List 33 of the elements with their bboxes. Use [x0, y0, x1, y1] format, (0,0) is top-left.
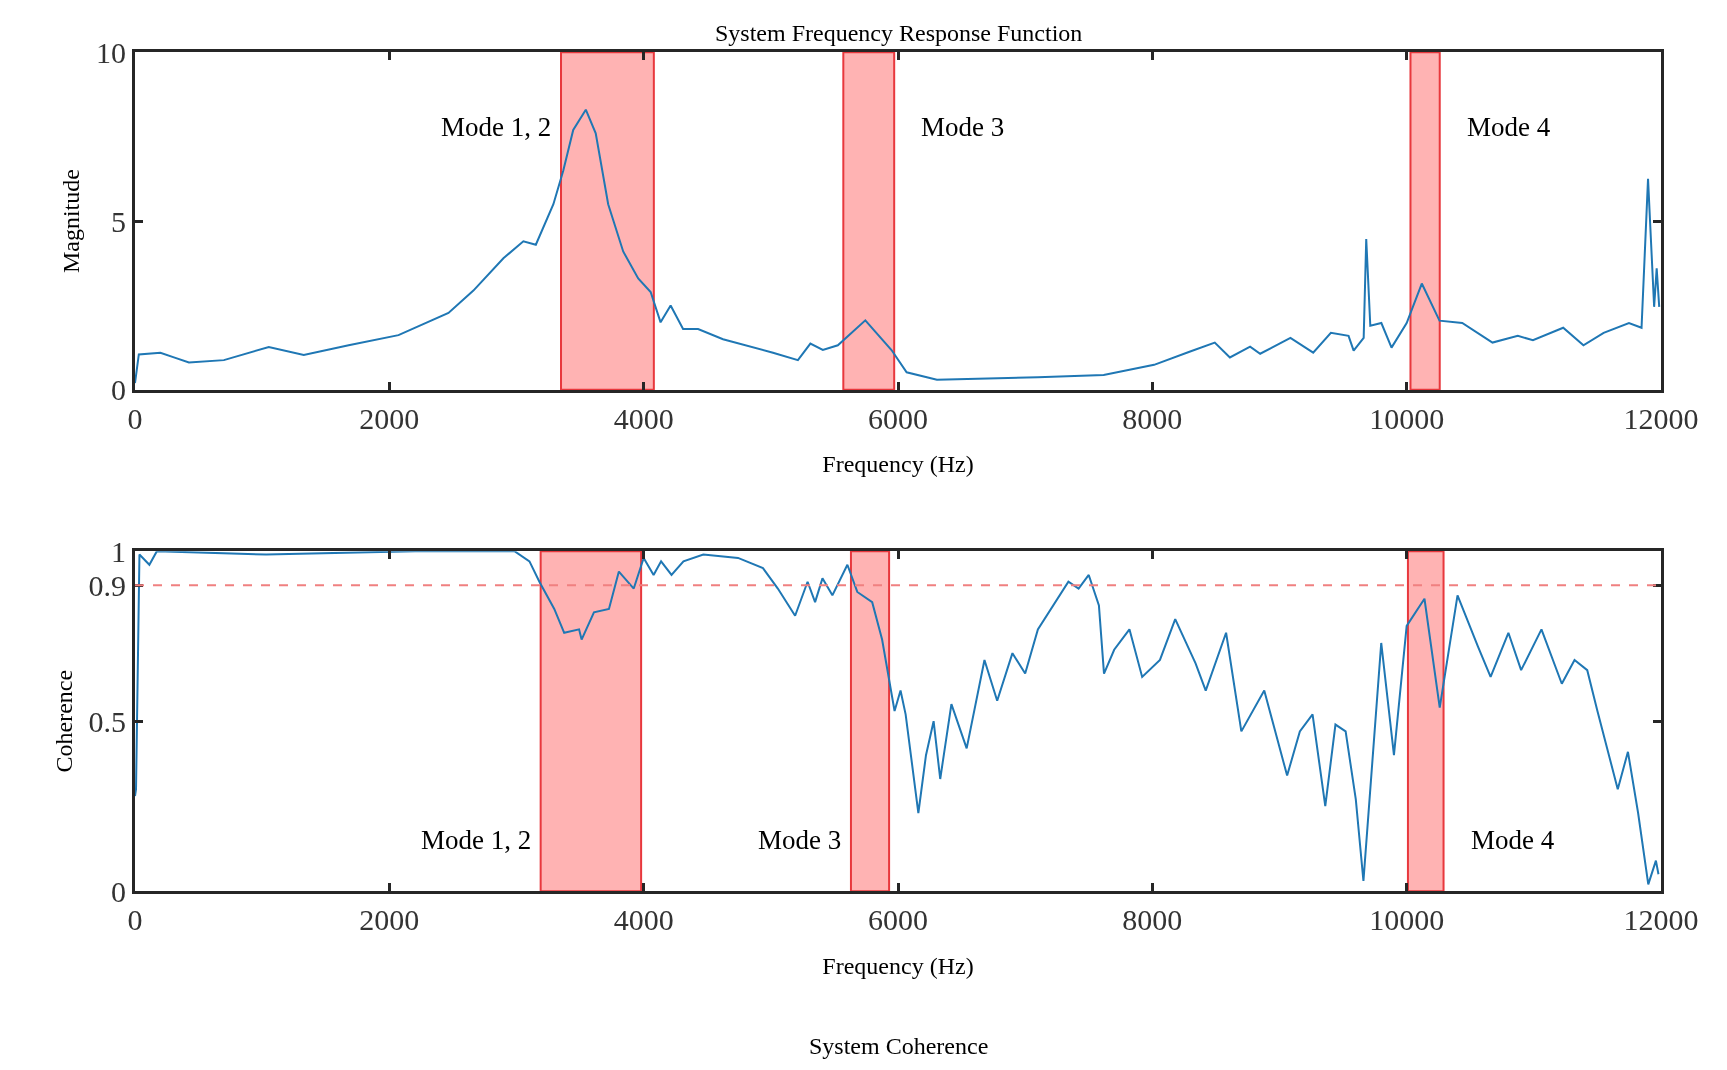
band-label: Mode 3 — [758, 825, 842, 855]
x-tick-label: 4000 — [613, 903, 674, 937]
line-series — [135, 108, 1661, 385]
x-tick-label: 2000 — [359, 903, 420, 937]
y-tick-label: 1 — [111, 534, 126, 568]
x-tick-label: 12000 — [1623, 903, 1699, 937]
text: System Coherence — [809, 1033, 989, 1059]
y-axis-title: Magnitude — [58, 169, 85, 274]
band-label: Mode 4 — [1467, 112, 1551, 142]
x-tick-label: 12000 — [1623, 401, 1699, 435]
y-tick-label: 0.5 — [88, 704, 126, 738]
band-label: Mode 3 — [921, 112, 1005, 142]
x-tick-label: 10000 — [1369, 903, 1445, 937]
y-tick-label: 0 — [111, 373, 126, 407]
y-tick-label: 0.9 — [88, 568, 126, 602]
y-tick-label: 5 — [111, 204, 126, 238]
band-label: Mode 1, 2 — [441, 112, 552, 142]
x-tick-label: 6000 — [868, 401, 928, 435]
x-tick-label: 4000 — [613, 401, 674, 435]
x-axis-title: Frequency (Hz) — [822, 952, 974, 979]
y-axis-title: Coherence — [50, 669, 77, 773]
band-label: Mode 1, 2 — [421, 825, 532, 855]
x-tick-label: 10000 — [1369, 401, 1445, 435]
y-tick-label: 10 — [96, 35, 126, 69]
x-tick-label: 8000 — [1122, 401, 1183, 435]
line-series — [135, 551, 1660, 886]
y-tick-label: 0 — [111, 874, 126, 908]
x-tick-label: 2000 — [359, 401, 420, 435]
x-axis-title: Frequency (Hz) — [822, 451, 974, 478]
chart-title: System Frequency Response Function — [715, 20, 1083, 46]
x-tick-label: 8000 — [1122, 903, 1183, 937]
band-label: Mode 4 — [1471, 825, 1555, 855]
x-tick-label: 6000 — [868, 903, 928, 937]
